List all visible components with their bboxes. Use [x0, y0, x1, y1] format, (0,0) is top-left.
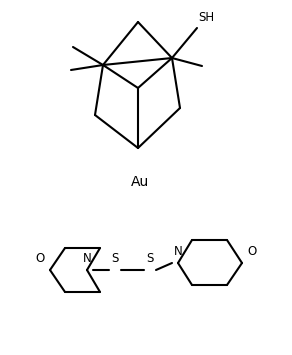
Text: Au: Au — [131, 175, 149, 189]
Text: N: N — [174, 245, 182, 258]
Text: N: N — [83, 252, 91, 265]
Text: O: O — [35, 252, 45, 265]
Text: S: S — [111, 252, 119, 265]
Text: O: O — [247, 245, 257, 258]
Text: S: S — [146, 252, 154, 265]
Text: SH: SH — [198, 11, 214, 24]
